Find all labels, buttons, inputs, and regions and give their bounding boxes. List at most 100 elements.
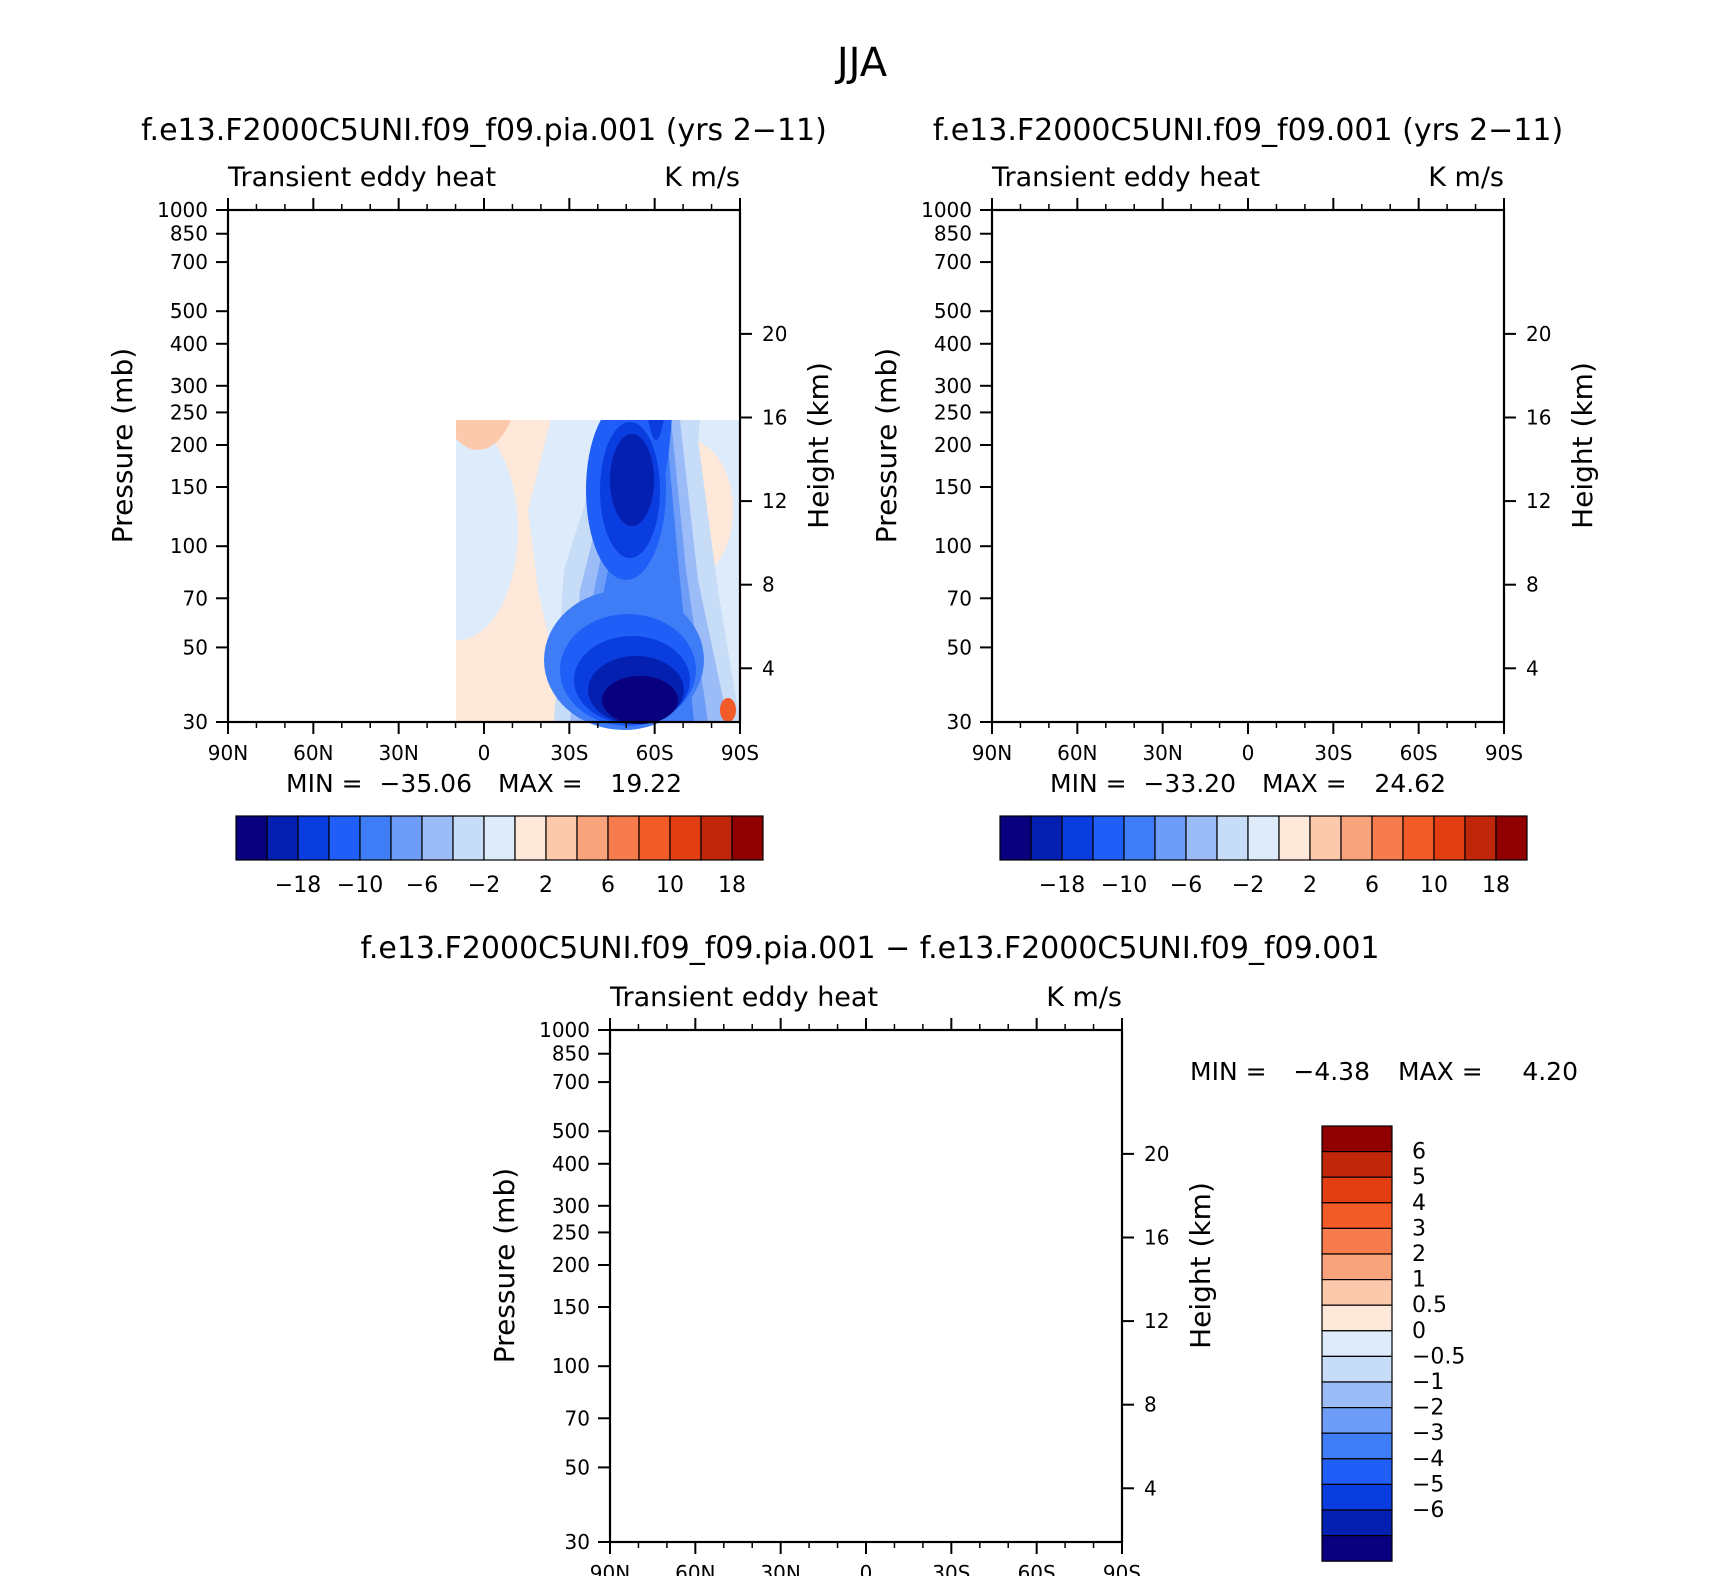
colorbar-swatch xyxy=(328,815,361,861)
panel-3-axes: 90N 60N 30N 0 30S 60S 90S 30 50 70 100 150 200 250300… xyxy=(488,1018,1217,1576)
y-tick-label: 200 xyxy=(934,433,972,457)
x-tick-label: 90N xyxy=(590,1561,630,1576)
colorbar-swatch xyxy=(1030,815,1063,861)
colorbar-swatch xyxy=(1433,815,1466,861)
positive-background xyxy=(992,210,1504,722)
y-tick-label: 400 xyxy=(552,1152,590,1176)
y2-tick-label: 16 xyxy=(762,405,787,429)
y2-tick-label: 4 xyxy=(762,656,775,680)
negative-contour xyxy=(1073,1472,1117,1528)
positive-contour xyxy=(1030,380,1134,540)
x-tick-label: 30S xyxy=(1314,741,1352,765)
colorbar-label: −6 xyxy=(1170,873,1202,898)
plot-frame xyxy=(990,208,1506,724)
positive-contour xyxy=(1014,1524,1030,1536)
negative-contour xyxy=(1080,1516,1108,1544)
colorbar-label: 6 xyxy=(601,873,615,898)
positive-background xyxy=(610,1030,1122,1542)
colorbar-swatch xyxy=(607,815,640,861)
panel-2-right-label: K m/s xyxy=(1428,162,1504,193)
panel-1-field xyxy=(456,420,740,730)
y2-axis-label: Height (km) xyxy=(802,362,835,529)
panel-2-min-label: MIN = xyxy=(1050,769,1127,798)
weak-negative-region xyxy=(1254,210,1504,722)
colorbar-label: 10 xyxy=(1420,873,1448,898)
panel-3-max-value: 4.20 xyxy=(1522,1057,1578,1086)
y-tick-label: 850 xyxy=(934,222,972,246)
colorbar-swatch xyxy=(1321,1381,1393,1409)
x-tick-label: 90S xyxy=(721,741,759,765)
y2-tick-label: 12 xyxy=(762,489,787,513)
colorbar-label: 6 xyxy=(1365,873,1379,898)
y-tick-label: 200 xyxy=(552,1253,590,1277)
positive-contour xyxy=(1484,698,1500,722)
colorbar-swatch xyxy=(1321,1406,1393,1434)
y2-axis-label: Height (km) xyxy=(1184,1182,1217,1349)
colorbar-label: −5 xyxy=(1412,1472,1444,1497)
negative-contour xyxy=(1318,210,1504,722)
negative-contour xyxy=(610,1270,730,1370)
colorbar-swatch xyxy=(1278,815,1311,861)
x-tick-label: 90S xyxy=(1485,741,1523,765)
colorbar-swatch xyxy=(1247,815,1280,861)
x-tick-label: 60N xyxy=(1057,741,1097,765)
plot-frame xyxy=(608,1028,1124,1544)
negative-contour xyxy=(610,434,654,526)
panel-1-title: f.e13.F2000C5UNI.f09_f09.pia.001 (yrs 2−… xyxy=(141,113,827,148)
weak-positive-region xyxy=(456,420,511,450)
y-tick-label: 850 xyxy=(170,222,208,246)
negative-contour xyxy=(1358,210,1458,722)
negative-contour xyxy=(1348,210,1472,722)
colorbar-swatch xyxy=(1402,815,1435,861)
colorbar-swatch xyxy=(700,815,733,861)
colorbar-swatch xyxy=(1185,815,1218,861)
colorbar-swatch xyxy=(1321,1176,1393,1204)
colorbar-swatch xyxy=(1321,1253,1393,1281)
y-tick-label: 300 xyxy=(170,374,208,398)
colorbar-swatch xyxy=(1123,815,1156,861)
x-tick-label: 90N xyxy=(208,741,248,765)
negative-contour xyxy=(1366,676,1442,724)
colorbar-swatch xyxy=(638,815,671,861)
colorbar-swatch xyxy=(514,815,547,861)
colorbar-swatch xyxy=(1092,815,1125,861)
x-tick-label: 60N xyxy=(293,741,333,765)
panel-3-max-label: MAX = xyxy=(1398,1057,1483,1086)
x-tick-label: 60N xyxy=(675,1561,715,1576)
panel-2-max-value: 24.62 xyxy=(1374,769,1446,798)
colorbar-label: −18 xyxy=(1039,873,1085,898)
figure-title: JJA xyxy=(834,40,888,86)
panel-2-colorbar: −18 −10 −6 −2 2 6 10 18 xyxy=(999,815,1528,898)
panel-3-field xyxy=(610,1030,1122,1546)
colorbar-swatch xyxy=(1216,815,1249,861)
colorbar-label: 10 xyxy=(656,873,684,898)
colorbar-label: −6 xyxy=(1412,1498,1444,1523)
negative-contour xyxy=(1308,590,1468,730)
colorbar-swatch xyxy=(1321,1509,1393,1537)
y-tick-label: 50 xyxy=(565,1455,590,1479)
colorbar-label: 5 xyxy=(1412,1165,1426,1190)
panel-1-min-value: −35.06 xyxy=(379,769,472,798)
y-tick-label: 250 xyxy=(934,400,972,424)
colorbar-swatch xyxy=(545,815,578,861)
y-tick-label: 500 xyxy=(552,1119,590,1143)
negative-contour xyxy=(752,1260,788,1360)
y-tick-label: 400 xyxy=(170,332,208,356)
colorbar-label: −2 xyxy=(468,873,500,898)
y-tick-label: 150 xyxy=(170,475,208,499)
negative-contour xyxy=(1364,422,1424,558)
y2-tick-label: 16 xyxy=(1144,1225,1169,1249)
positive-contour xyxy=(1022,696,1074,724)
y2-tick-label: 8 xyxy=(762,573,775,597)
y-tick-label: 250 xyxy=(170,400,208,424)
colorbar-label: −1 xyxy=(1412,1370,1444,1395)
colorbar-swatch xyxy=(1321,1125,1393,1153)
colorbar-swatch xyxy=(421,815,454,861)
y-tick-label: 100 xyxy=(934,534,972,558)
colorbar-label: −18 xyxy=(275,873,321,898)
panel-3-min-value: −4.38 xyxy=(1293,1057,1370,1086)
colorbar-swatch xyxy=(1371,815,1404,861)
colorbar-swatch xyxy=(1321,1202,1393,1230)
colorbar-swatch xyxy=(359,815,392,861)
